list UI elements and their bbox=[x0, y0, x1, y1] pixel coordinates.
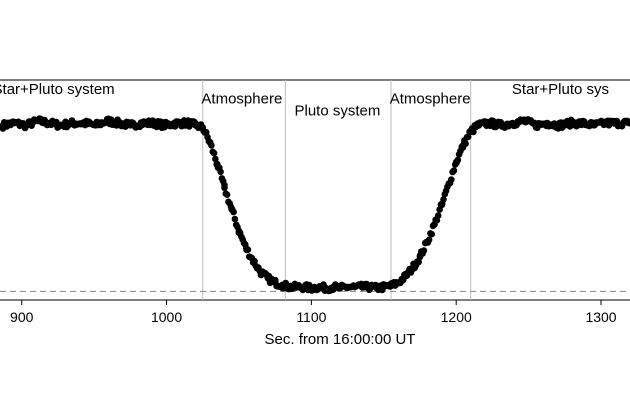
data-point-167 bbox=[217, 168, 224, 176]
data-point-517 bbox=[337, 284, 344, 292]
data-point-536 bbox=[474, 122, 482, 129]
data-point-487 bbox=[80, 119, 88, 127]
data-point-522 bbox=[373, 284, 380, 292]
data-point-491 bbox=[127, 122, 134, 129]
data-point-511 bbox=[293, 283, 301, 291]
data-point-504 bbox=[242, 244, 250, 252]
data-point-548 bbox=[613, 119, 621, 127]
x-axis-ticks: 900 1000 1100 1200 1300 bbox=[10, 300, 617, 325]
x-tick-label-900: 900 bbox=[10, 309, 34, 325]
data-point-490 bbox=[115, 119, 123, 127]
data-point-528 bbox=[416, 253, 424, 261]
data-point-529 bbox=[423, 238, 431, 246]
data-point-319 bbox=[415, 258, 423, 266]
data-point-488 bbox=[92, 122, 99, 129]
data-point-485 bbox=[57, 122, 65, 129]
data-point-526 bbox=[402, 273, 409, 280]
data-point-515 bbox=[322, 284, 330, 292]
x-tick-label-1300: 1300 bbox=[585, 309, 616, 325]
data-point-547 bbox=[602, 119, 609, 127]
data-point-509 bbox=[279, 281, 286, 289]
data-point-497 bbox=[192, 122, 199, 129]
data-point-510 bbox=[286, 283, 294, 291]
data-point-329 bbox=[428, 230, 436, 238]
data-point-494 bbox=[161, 122, 169, 129]
data-point-544 bbox=[567, 119, 574, 127]
data-point-514 bbox=[315, 283, 322, 291]
data-point-484 bbox=[45, 119, 53, 127]
data-point-533 bbox=[452, 158, 460, 166]
data-point-543 bbox=[555, 122, 563, 129]
data-point-502 bbox=[228, 206, 235, 213]
region-label-4: Atmosphere bbox=[390, 91, 471, 108]
data-point-480 bbox=[0, 122, 7, 129]
data-point-500 bbox=[213, 160, 221, 168]
region-label-3: Pluto system bbox=[295, 103, 381, 120]
x-tick-label-1100: 1100 bbox=[296, 309, 326, 325]
data-point-519 bbox=[351, 283, 359, 291]
data-point-523 bbox=[380, 283, 388, 291]
data-point-545 bbox=[578, 119, 586, 127]
data-point-540 bbox=[521, 117, 528, 125]
data-point-501 bbox=[221, 184, 228, 192]
region-boundaries bbox=[202, 80, 472, 300]
data-point-503 bbox=[235, 227, 243, 235]
data-points bbox=[0, 115, 630, 295]
region-label-1: Star+Pluto system bbox=[0, 81, 115, 98]
data-point-323 bbox=[420, 247, 428, 254]
data-point-534 bbox=[460, 141, 467, 148]
data-point-492 bbox=[138, 119, 146, 127]
data-point-541 bbox=[532, 122, 540, 129]
data-point-537 bbox=[486, 119, 493, 127]
data-point-178 bbox=[231, 215, 239, 223]
data-point-505 bbox=[250, 257, 257, 265]
data-point-532 bbox=[445, 180, 453, 187]
data-point-542 bbox=[544, 119, 551, 127]
data-point-486 bbox=[69, 119, 76, 127]
data-point-489 bbox=[103, 117, 111, 125]
data-point-538 bbox=[497, 122, 505, 129]
plot-frame bbox=[0, 79, 630, 301]
data-point-525 bbox=[395, 279, 402, 287]
region-label-5: Star+Pluto sys bbox=[512, 81, 609, 98]
data-point-507 bbox=[264, 275, 272, 282]
data-point-546 bbox=[590, 122, 598, 129]
x-tick-label-1000: 1000 bbox=[151, 309, 182, 325]
region-label-2: Atmosphere bbox=[201, 91, 282, 108]
data-point-172 bbox=[223, 191, 231, 198]
data-point-539 bbox=[509, 119, 516, 127]
data-point-483 bbox=[34, 117, 41, 125]
data-point-535 bbox=[467, 128, 475, 136]
data-point-512 bbox=[300, 283, 308, 291]
data-point-162 bbox=[210, 149, 218, 157]
data-point-338 bbox=[440, 196, 447, 203]
x-tick-label-1200: 1200 bbox=[441, 309, 472, 325]
data-point-516 bbox=[329, 283, 337, 291]
data-point-334 bbox=[434, 212, 442, 219]
data-point-499 bbox=[206, 139, 214, 146]
data-point-482 bbox=[22, 122, 30, 129]
data-point-530 bbox=[431, 221, 438, 228]
data-point-493 bbox=[150, 119, 157, 127]
x-axis-label: Sec. from 16:00:00 UT bbox=[265, 331, 416, 348]
data-point-481 bbox=[11, 119, 18, 127]
region-annotations: Star+Pluto system Atmosphere Pluto system A… bbox=[0, 81, 609, 120]
data-point-521 bbox=[366, 283, 373, 291]
data-point-549 bbox=[625, 119, 630, 127]
data-point-513 bbox=[308, 284, 315, 292]
data-point-508 bbox=[271, 279, 279, 287]
data-point-531 bbox=[438, 201, 446, 209]
data-point-163 bbox=[212, 155, 219, 163]
data-point-498 bbox=[199, 124, 207, 131]
data-point-346 bbox=[450, 167, 458, 174]
data-point-524 bbox=[387, 282, 395, 290]
data-point-520 bbox=[358, 283, 366, 291]
data-point-518 bbox=[344, 283, 351, 291]
data-point-506 bbox=[257, 268, 265, 276]
data-point-495 bbox=[173, 119, 180, 127]
data-point-496 bbox=[185, 119, 192, 127]
data-point-527 bbox=[409, 264, 417, 271]
